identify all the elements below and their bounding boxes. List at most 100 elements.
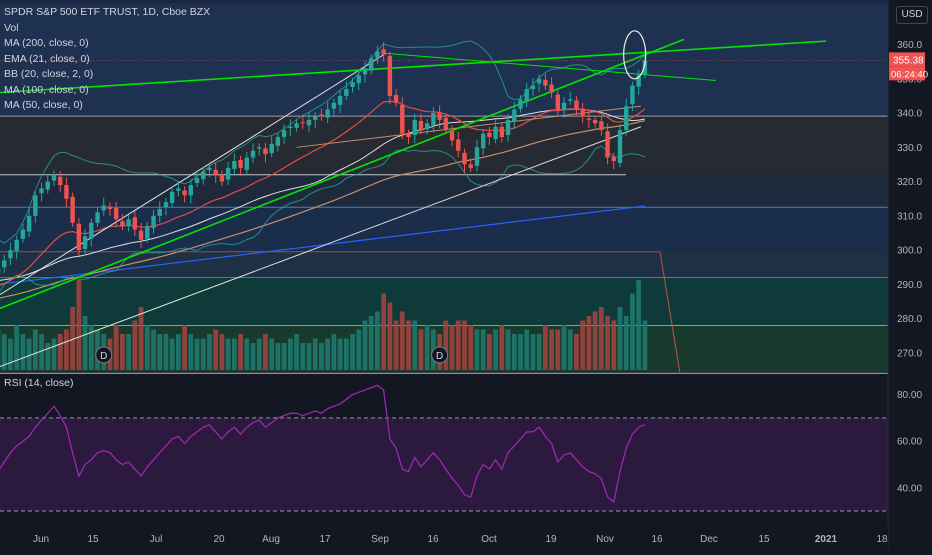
volume-bar (201, 339, 206, 371)
candle-body (350, 82, 354, 87)
volume-bar (76, 280, 81, 370)
candle-body (21, 230, 25, 239)
candle-body (8, 250, 12, 258)
volume-bar (170, 339, 175, 371)
time-tick-label: 16 (427, 534, 439, 545)
volume-bar (443, 321, 448, 371)
candle-body (531, 86, 535, 89)
volume-bar (531, 334, 536, 370)
candle-body (89, 223, 93, 239)
candle-body (332, 103, 336, 109)
candle-body (39, 188, 43, 193)
volume-bar (568, 330, 573, 371)
candle-body (294, 123, 298, 127)
zone-band-3 (0, 207, 888, 252)
volume-bar (375, 312, 380, 371)
time-tick-label: Jun (33, 534, 49, 545)
time-tick-label: Dec (700, 534, 718, 545)
volume-bar (412, 321, 417, 371)
candle-body (220, 175, 224, 182)
candle-body (83, 236, 87, 249)
volume-bar (182, 325, 187, 370)
legend-title[interactable]: SPDR S&P 500 ETF TRUST, 1D, Cboe BZX (4, 5, 210, 21)
candle-body (375, 51, 379, 58)
candle-body (307, 120, 311, 125)
candle-body (537, 79, 541, 84)
dividend-marker-sep-label: D (436, 351, 443, 362)
volume-bar (14, 325, 19, 370)
volume-bar (244, 339, 249, 371)
volume-bar (232, 339, 237, 371)
last-price-text: 355.38 (893, 55, 924, 66)
candle-body (543, 80, 547, 86)
rsi-legend[interactable]: RSI (14, close) (4, 377, 73, 389)
candle-body (469, 164, 473, 167)
time-tick-label: Jul (150, 534, 163, 545)
legend-ma200[interactable]: MA (200, close, 0) (4, 36, 210, 52)
candle-body (325, 110, 329, 118)
volume-bar (288, 339, 293, 371)
volume-bar (52, 339, 57, 371)
volume-bar (562, 325, 567, 370)
candle-body (599, 121, 603, 130)
candle-body (245, 158, 249, 170)
candle-body (481, 134, 485, 149)
currency-badge[interactable]: USD (896, 6, 928, 24)
legend-bb[interactable]: BB (20, close, 2, 0) (4, 67, 210, 83)
time-tick-label: 15 (758, 534, 770, 545)
candle-body (394, 95, 398, 103)
legend-ma100[interactable]: MA (100, close, 0) (4, 83, 210, 99)
time-tick-label: 2021 (815, 534, 838, 545)
candle-body (58, 177, 62, 185)
candle-body (257, 147, 261, 148)
volume-bar (400, 312, 405, 371)
volume-bar (624, 316, 629, 370)
volume-bar (636, 280, 641, 370)
volume-bar (114, 325, 119, 370)
volume-bar (549, 330, 554, 371)
volume-bar (188, 334, 193, 370)
legend-ma50[interactable]: MA (50, close, 0) (4, 98, 210, 114)
time-tick-label: 20 (213, 534, 225, 545)
volume-bar (257, 339, 262, 371)
candle-body (568, 99, 572, 100)
price-tick-label: 300.0 (897, 246, 922, 257)
volume-bar (574, 334, 579, 370)
price-tick-label: 270.0 (897, 348, 922, 359)
volume-bar (238, 334, 243, 370)
candle-body (170, 192, 174, 203)
candle-body (381, 49, 385, 54)
volume-bar (164, 334, 169, 370)
volume-bar (263, 334, 268, 370)
candle-body (27, 216, 31, 232)
candle-body (338, 96, 342, 105)
candle-body (587, 119, 591, 120)
candle-body (624, 106, 628, 130)
price-tick-label: 290.0 (897, 280, 922, 291)
candle-body (52, 175, 56, 181)
candle-body (605, 131, 609, 157)
legend-ema21[interactable]: EMA (21, close, 0) (4, 52, 210, 68)
dividend-marker-jun-label: D (100, 351, 107, 362)
legend-vol[interactable]: Vol (4, 21, 210, 37)
candle-body (164, 202, 168, 207)
candle-body (114, 208, 118, 219)
candle-body (64, 185, 68, 199)
candle-body (133, 217, 137, 229)
candle-body (419, 121, 423, 130)
candle-body (139, 231, 143, 240)
volume-bar (58, 334, 63, 370)
volume-bar (425, 325, 430, 370)
candle-body (33, 195, 37, 216)
volume-bar (139, 307, 144, 370)
volume-bar (338, 339, 343, 371)
candle-body (618, 130, 622, 163)
rsi-tick-label: 60.00 (897, 437, 922, 448)
volume-bar (605, 316, 610, 370)
volume-bar (618, 307, 623, 370)
candle-body (549, 85, 553, 93)
candle-body (319, 114, 323, 116)
rsi-band (0, 418, 888, 511)
volume-bar (319, 343, 324, 370)
